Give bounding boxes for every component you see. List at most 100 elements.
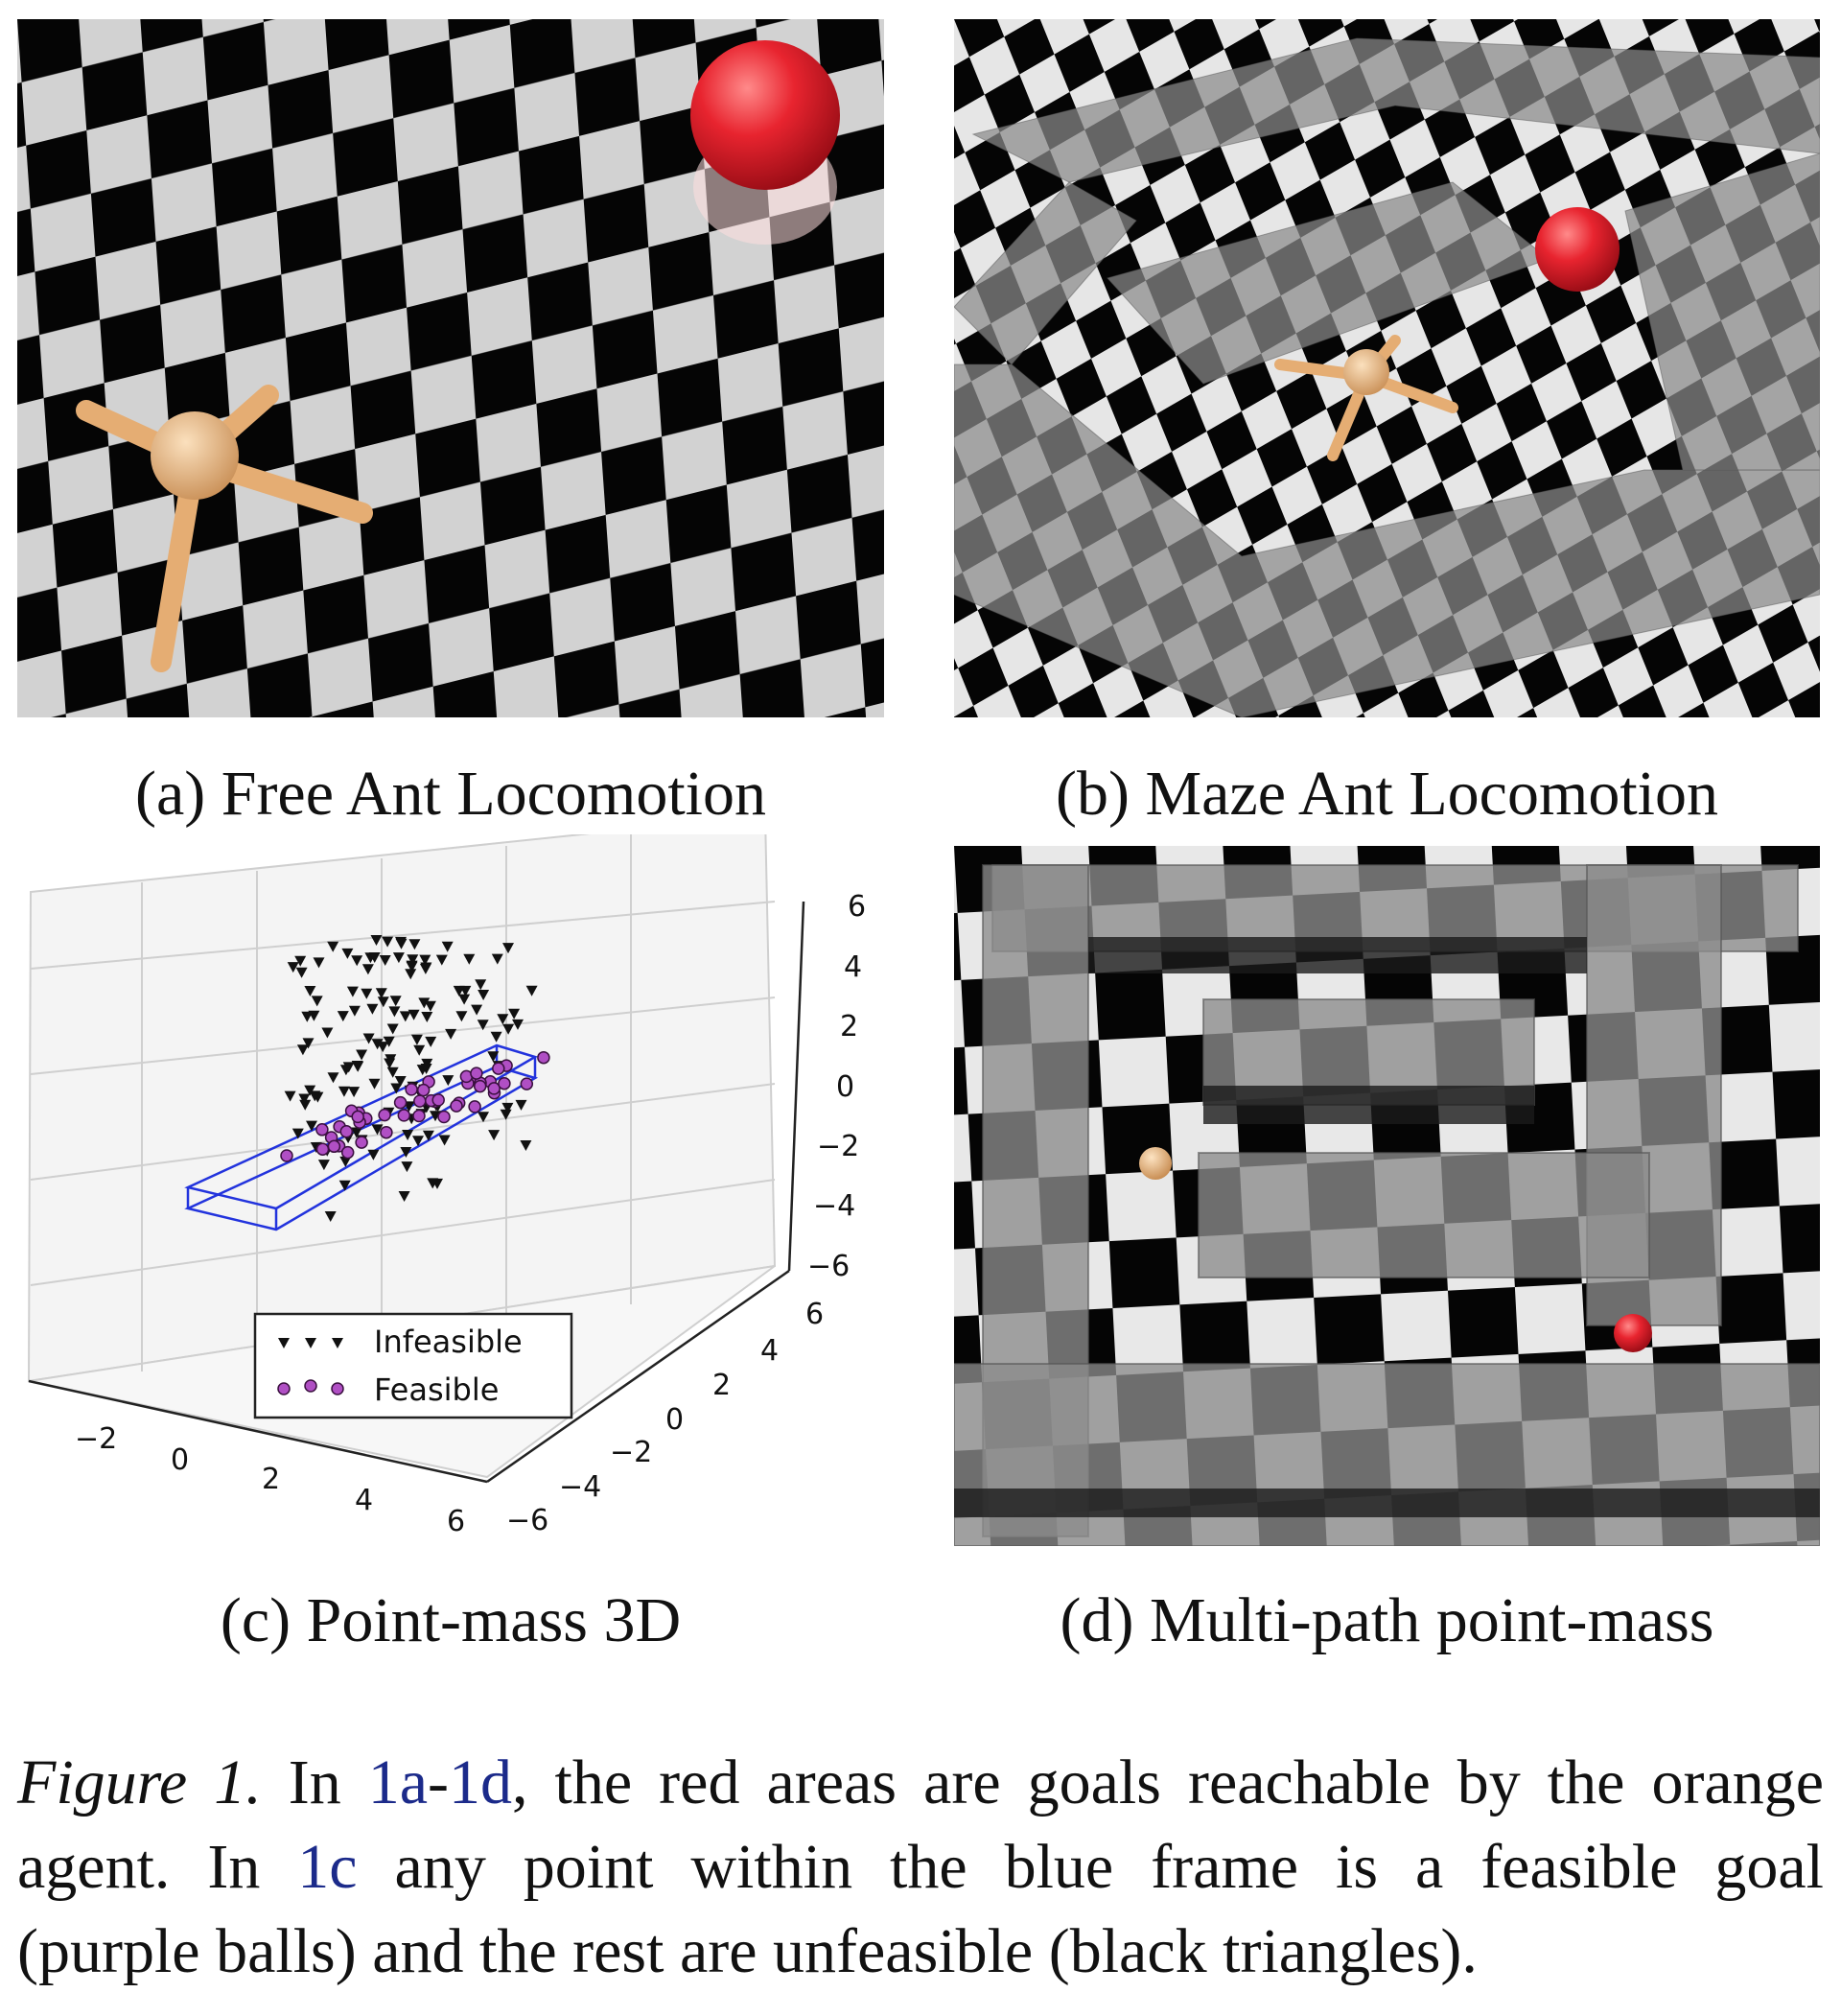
ref-1d-link[interactable]: 1d [449,1747,513,1817]
svg-text:4: 4 [355,1484,373,1517]
infeasible-point [478,990,490,1000]
infeasible-point [458,994,471,1005]
svg-text:2: 2 [712,1369,731,1402]
feasible-point [355,1136,368,1149]
infeasible-point [361,964,374,975]
feasible-point [378,1108,391,1122]
infeasible-point [424,1000,436,1012]
infeasible-point [304,986,316,996]
infeasible-point [311,996,323,1007]
feasible-point [412,1109,426,1123]
infeasible-point [302,1038,315,1049]
infeasible-point [400,1147,412,1158]
infeasible-point [421,1012,433,1022]
panel-a-image [17,19,884,717]
infeasible-point [386,1023,399,1035]
infeasible-point [394,1076,407,1087]
infeasible-point [388,1006,401,1018]
infeasible-point [291,1128,304,1139]
infeasible-point [453,985,465,996]
infeasible-point [287,962,299,973]
panel-c-plot: 6 4 2 0 −2 −4 −6 6 4 2 0 −2 −4 −6 −2 0 2… [17,834,884,1544]
feasible-region-frame [184,1043,539,1231]
infeasible-point [491,953,503,965]
infeasible-point [294,955,307,967]
infeasible-point [382,936,394,948]
legend-feasible-label: Feasible [374,1371,499,1408]
svg-text:4: 4 [844,950,862,984]
infeasible-point [356,1049,368,1061]
infeasible-point [341,948,354,959]
feasible-point [351,1110,364,1124]
svg-text:−6: −6 [506,1504,548,1537]
feasible-point [397,1109,411,1122]
feasible-point [315,1123,329,1137]
feasible-point [537,1050,550,1065]
infeasible-point [368,1078,381,1090]
infeasible-point [412,1136,424,1147]
plot3d-axes [28,901,805,1484]
infeasible-point [338,1086,350,1097]
svg-text:2: 2 [262,1463,280,1496]
infeasible-point [350,1127,362,1138]
infeasible-point [501,1102,514,1113]
legend-infeasible-marker [278,1338,343,1348]
infeasible-point [488,1130,501,1141]
infeasible-point [500,1109,512,1120]
infeasible-point [348,1005,361,1017]
infeasible-point [284,1090,296,1102]
ref-1a-link[interactable]: 1a [367,1747,429,1817]
infeasible-point [338,1180,351,1191]
plot-legend: Infeasible Feasible [253,1312,573,1419]
legend-infeasible-label: Infeasible [374,1324,523,1360]
caption-line-3: (purple balls) and the rest are unfeasib… [17,1916,1478,1986]
infeasible-point [419,963,431,974]
infeasible-point [442,1075,454,1087]
infeasible-point [402,1130,414,1140]
infeasible-point [298,1093,311,1105]
x-axis-ticks: −2 0 2 4 6 [75,1422,465,1538]
feasible-point [473,1079,487,1093]
infeasible-point [430,1111,441,1122]
infeasible-point [405,969,417,980]
infeasible-point [398,1191,410,1202]
infeasible-point [295,967,308,978]
infeasible-point [455,1011,468,1022]
infeasible-point [375,988,387,999]
figure-caption: Figure 1. In 1a-1d, the red areas are go… [17,1741,1824,1994]
z-axis-ticks: 6 4 2 0 −2 −4 −6 [807,890,866,1283]
infeasible-point [383,1036,395,1047]
infeasible-point [371,1039,384,1050]
infeasible-point [425,1036,437,1047]
ref-1c-link[interactable]: 1c [297,1832,358,1902]
infeasible-point [361,988,373,999]
infeasible-point [408,1009,420,1020]
infeasible-point [346,986,359,997]
svg-text:−2: −2 [610,1436,652,1469]
svg-text:6: 6 [848,890,866,924]
infeasible-point [406,961,418,973]
feasible-point [340,1145,355,1160]
goal-ball [1614,1314,1652,1352]
feasible-point [416,1083,431,1097]
infeasible-point [390,1083,403,1094]
infeasible-point [366,1003,379,1015]
infeasible-point [420,1064,432,1074]
infeasible-point [520,1140,532,1151]
infeasible-point [371,1124,384,1136]
goal-ball [1535,207,1620,292]
feasible-point [437,1110,451,1124]
infeasible-point [352,1061,364,1072]
svg-text:−6: −6 [807,1250,850,1283]
svg-text:−4: −4 [559,1470,601,1504]
infeasible-point [348,1087,361,1098]
agent-ball [1139,1147,1172,1180]
feasible-point [413,1094,427,1108]
svg-text:2: 2 [840,1010,858,1043]
infeasible-point [477,1020,489,1031]
caption-line-2: agent. In 1c any point within the blue f… [17,1832,1824,1902]
figure-label: Figure 1. [17,1747,262,1817]
svg-text:0: 0 [171,1443,189,1477]
panel-d-image [954,846,1820,1546]
caption-line-1: Figure 1. In 1a-1d, the red areas are go… [17,1747,1825,1817]
